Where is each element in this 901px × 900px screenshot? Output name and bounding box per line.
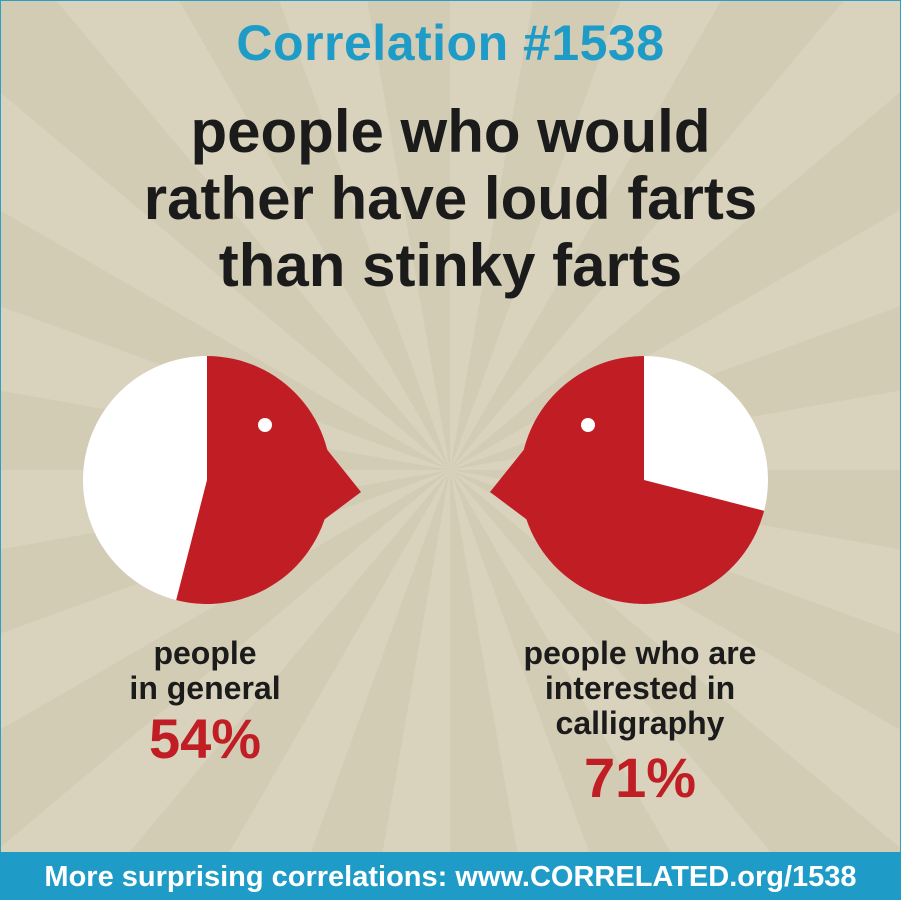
question-line-2: rather have loud farts <box>143 165 758 232</box>
label-people-in-general: people in general <box>85 636 325 706</box>
label-calligraphy: people who are interested in calligraphy <box>490 636 790 741</box>
background-ray <box>293 470 450 900</box>
background-ray <box>450 470 526 900</box>
question-text: people who would rather have loud farts … <box>40 98 861 299</box>
label-line: interested in <box>544 670 736 706</box>
background-ray <box>450 0 845 470</box>
background-ray <box>0 470 450 848</box>
beak-icon <box>321 442 361 522</box>
label-line: people who are <box>523 635 757 671</box>
label-line: in general <box>129 670 281 706</box>
footer-bar: More surprising correlations: www.CORREL… <box>0 852 901 900</box>
label-line: people <box>153 635 257 671</box>
beak-icon <box>490 442 530 522</box>
label-line: calligraphy <box>555 705 725 741</box>
background-ray <box>450 470 901 900</box>
footer-link[interactable]: More surprising correlations: www.CORREL… <box>44 861 857 893</box>
eye-icon <box>258 418 272 432</box>
percent-calligraphy: 71% <box>583 746 697 809</box>
background-ray <box>450 470 699 900</box>
background-ray <box>367 0 450 470</box>
background-ray <box>178 0 450 470</box>
question-line-3: than stinky farts <box>218 232 683 299</box>
pie-value-slice <box>520 356 765 604</box>
bird-pie-charts <box>83 356 768 604</box>
eye-icon <box>581 418 595 432</box>
correlation-title: Correlation #1538 <box>236 15 665 71</box>
percent-people-in-general: 54% <box>148 707 262 770</box>
background-ray <box>0 0 450 470</box>
background-ray <box>450 0 622 470</box>
pie-value-slice <box>176 356 332 604</box>
pie-people-in-general <box>83 356 361 604</box>
question-line-1: people who would <box>190 98 711 165</box>
background-ray <box>0 210 450 470</box>
pie-calligraphy <box>490 356 768 604</box>
